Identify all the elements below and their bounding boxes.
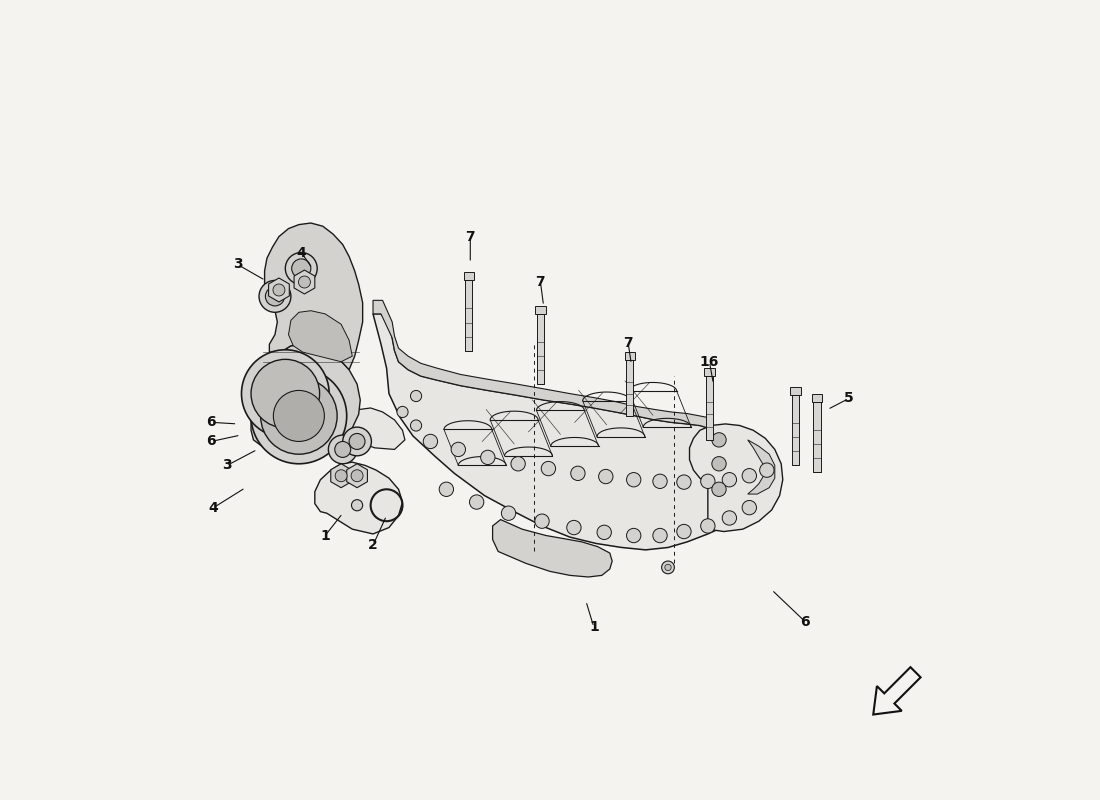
- Polygon shape: [493, 519, 613, 577]
- Polygon shape: [315, 462, 403, 534]
- Circle shape: [510, 457, 526, 471]
- Polygon shape: [331, 464, 352, 488]
- Circle shape: [571, 466, 585, 481]
- Circle shape: [652, 474, 668, 489]
- Circle shape: [760, 463, 774, 478]
- Circle shape: [336, 470, 348, 482]
- Text: 4: 4: [296, 246, 306, 259]
- Text: 7: 7: [465, 230, 475, 243]
- Circle shape: [701, 474, 715, 489]
- Circle shape: [410, 420, 421, 431]
- Circle shape: [292, 259, 311, 278]
- Text: 6: 6: [207, 415, 216, 430]
- Polygon shape: [344, 408, 405, 450]
- Circle shape: [742, 469, 757, 483]
- Text: 1: 1: [320, 529, 330, 542]
- Circle shape: [439, 482, 453, 497]
- Text: 3: 3: [233, 258, 242, 271]
- Circle shape: [742, 501, 757, 515]
- Circle shape: [712, 482, 726, 497]
- Circle shape: [712, 457, 726, 471]
- Circle shape: [397, 406, 408, 418]
- Circle shape: [424, 434, 438, 449]
- Polygon shape: [251, 344, 361, 458]
- Polygon shape: [537, 314, 544, 384]
- Circle shape: [261, 378, 337, 454]
- Circle shape: [351, 470, 363, 482]
- Polygon shape: [706, 376, 713, 440]
- Polygon shape: [791, 387, 801, 395]
- Circle shape: [535, 514, 549, 528]
- Circle shape: [349, 434, 365, 450]
- Text: 6: 6: [207, 434, 216, 449]
- Circle shape: [451, 442, 465, 457]
- Circle shape: [661, 561, 674, 574]
- Circle shape: [652, 528, 668, 542]
- Circle shape: [329, 435, 358, 464]
- Circle shape: [298, 276, 310, 288]
- Text: 6: 6: [801, 614, 810, 629]
- Circle shape: [285, 253, 317, 285]
- Polygon shape: [465, 281, 472, 350]
- Circle shape: [251, 368, 346, 464]
- Circle shape: [242, 350, 329, 438]
- Circle shape: [701, 518, 715, 533]
- Text: 1: 1: [588, 620, 598, 634]
- Polygon shape: [748, 440, 774, 494]
- Polygon shape: [625, 352, 635, 360]
- Polygon shape: [265, 223, 363, 370]
- Polygon shape: [814, 402, 821, 472]
- Circle shape: [470, 495, 484, 510]
- Polygon shape: [792, 395, 799, 466]
- Polygon shape: [373, 300, 708, 428]
- Text: 2: 2: [368, 538, 378, 552]
- Polygon shape: [536, 306, 546, 314]
- Polygon shape: [268, 278, 289, 302]
- Circle shape: [258, 281, 290, 312]
- Polygon shape: [812, 394, 823, 402]
- Circle shape: [410, 390, 421, 402]
- Polygon shape: [463, 273, 474, 281]
- Circle shape: [627, 473, 641, 487]
- Polygon shape: [704, 368, 715, 376]
- Circle shape: [598, 470, 613, 484]
- Circle shape: [712, 433, 726, 447]
- Text: 5: 5: [844, 391, 854, 406]
- Circle shape: [676, 524, 691, 538]
- Circle shape: [481, 450, 495, 465]
- Circle shape: [566, 520, 581, 534]
- Polygon shape: [294, 270, 315, 294]
- Circle shape: [723, 473, 737, 487]
- Text: 7: 7: [624, 336, 632, 350]
- Text: 7: 7: [536, 275, 546, 289]
- Text: 16: 16: [700, 354, 719, 369]
- Circle shape: [541, 462, 556, 476]
- Polygon shape: [288, 310, 352, 362]
- Circle shape: [343, 427, 372, 456]
- Circle shape: [723, 511, 737, 525]
- Circle shape: [274, 390, 324, 442]
- Circle shape: [597, 525, 612, 539]
- Circle shape: [627, 528, 641, 542]
- Polygon shape: [346, 464, 367, 488]
- Circle shape: [502, 506, 516, 520]
- Text: 4: 4: [209, 501, 219, 514]
- Circle shape: [664, 564, 671, 570]
- Circle shape: [251, 359, 320, 428]
- Polygon shape: [626, 360, 634, 416]
- Polygon shape: [373, 314, 778, 550]
- Circle shape: [334, 442, 351, 458]
- Circle shape: [352, 500, 363, 511]
- Circle shape: [265, 286, 285, 306]
- Circle shape: [273, 284, 285, 296]
- Polygon shape: [690, 424, 783, 531]
- Circle shape: [676, 475, 691, 490]
- Text: 3: 3: [222, 458, 232, 472]
